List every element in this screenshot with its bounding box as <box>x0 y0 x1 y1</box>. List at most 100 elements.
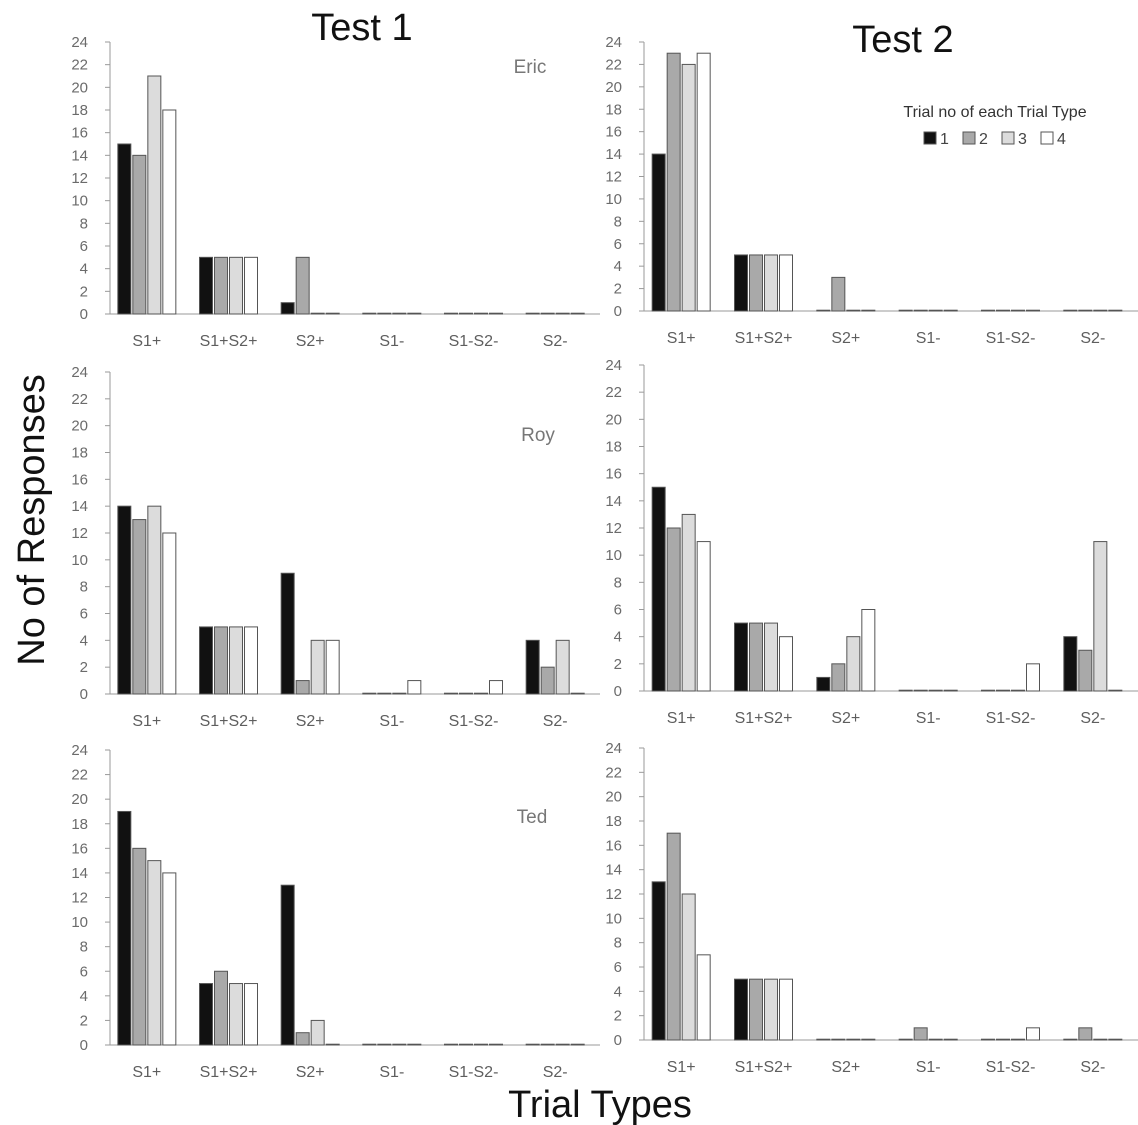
bar-S1+S2+-trial-1 <box>734 254 748 312</box>
bar-S1+-trial-1 <box>651 486 666 692</box>
y-tick-label: 14 <box>605 493 622 510</box>
bar-S2--trial-3 <box>1093 309 1108 312</box>
bar-S1+S2+-trial-3 <box>764 622 778 692</box>
bar-S1+S2+-trial-1 <box>734 978 748 1041</box>
bar-S1--trial-2 <box>913 689 928 692</box>
bar-S2--trial-1 <box>1063 309 1078 312</box>
y-tick-label: 8 <box>614 935 622 952</box>
y-tick-label: 14 <box>71 865 88 882</box>
legend-label-4: 4 <box>1057 131 1066 148</box>
bar-S1+-trial-1 <box>117 505 132 695</box>
bar-S1--trial-4 <box>943 1038 958 1041</box>
bar-S1+-trial-3 <box>147 860 162 1046</box>
bar-S1-S2--trial-3 <box>1011 309 1025 312</box>
bar-S2+-trial-4 <box>861 609 876 692</box>
bar-S2+-trial-2 <box>831 663 846 692</box>
y-tick-label: 6 <box>80 963 88 980</box>
x-tick-label: S1-S2- <box>449 1064 499 1081</box>
y-tick-label: 2 <box>80 283 88 300</box>
bar-S1+S2+-trial-2 <box>214 970 228 1046</box>
y-tick-label: 6 <box>614 602 622 619</box>
bar-S2+-trial-3 <box>846 636 861 692</box>
bar-S1--trial-1 <box>362 312 377 315</box>
y-tick-label: 2 <box>80 659 88 676</box>
bar-S1-S2--trial-1 <box>981 309 995 312</box>
bar-S1--trial-1 <box>898 689 913 692</box>
legend-item-4: 4 <box>1040 131 1066 148</box>
bar-S2--trial-4 <box>570 1043 585 1046</box>
x-tick-label: S2+ <box>831 710 860 727</box>
bar-S1+S2+-trial-4 <box>244 256 258 315</box>
x-tick-label: S1-S2- <box>986 330 1036 347</box>
x-tick-label: S2- <box>543 713 568 730</box>
bar-S1--trial-2 <box>913 1027 928 1041</box>
x-tick-label: S1+ <box>132 333 161 350</box>
y-tick-label: 4 <box>614 983 622 1000</box>
x-tick-label: S2- <box>1080 330 1105 347</box>
y-tick-label: 4 <box>80 632 88 649</box>
y-tick-label: 10 <box>605 910 622 927</box>
y-tick-label: 18 <box>71 816 88 833</box>
y-tick-label: 0 <box>614 1032 622 1049</box>
y-tick-label: 24 <box>71 364 88 381</box>
bar-S1+S2+-trial-3 <box>229 626 243 695</box>
bar-S1--trial-4 <box>407 312 422 315</box>
bar-S1-S2--trial-3 <box>474 312 488 315</box>
x-tick-label: S2- <box>543 1064 568 1081</box>
bar-S1--trial-3 <box>392 692 407 695</box>
bar-S2+-trial-1 <box>816 1038 831 1041</box>
subject-label: Roy <box>521 425 555 446</box>
bar-S1-S2--trial-3 <box>1011 689 1025 692</box>
y-tick-label: 24 <box>71 34 88 51</box>
y-tick-label: 16 <box>605 124 622 141</box>
bar-S1--trial-1 <box>362 692 377 695</box>
bar-S2+-trial-1 <box>816 676 831 692</box>
legend-item-1: 1 <box>923 131 949 148</box>
bar-S1-S2--trial-2 <box>996 309 1010 312</box>
bar-S2+-trial-1 <box>280 302 295 315</box>
bar-S1-S2--trial-1 <box>444 1043 458 1046</box>
legend-swatch-2 <box>962 131 976 145</box>
bar-S1+S2+-trial-4 <box>779 254 793 312</box>
y-tick-label: 10 <box>71 914 88 931</box>
bar-S2--trial-1 <box>525 1043 540 1046</box>
bar-S2+-trial-3 <box>310 639 325 695</box>
bar-S1+-trial-3 <box>681 893 696 1041</box>
y-tick-label: 4 <box>80 988 88 1005</box>
y-tick-label: 2 <box>614 281 622 298</box>
x-tick-label: S1+ <box>132 713 161 730</box>
y-tick-label: 20 <box>605 411 622 428</box>
bar-S1+S2+-trial-3 <box>229 256 243 315</box>
bar-S2--trial-3 <box>555 639 570 695</box>
bar-S2+-trial-2 <box>295 1032 310 1046</box>
bar-S1--trial-3 <box>392 1043 407 1046</box>
y-tick-label: 8 <box>614 213 622 230</box>
bar-S1+S2+-trial-1 <box>734 622 748 692</box>
y-tick-label: 20 <box>71 418 88 435</box>
y-tick-label: 6 <box>614 959 622 976</box>
bar-S2+-trial-2 <box>831 276 846 312</box>
bar-S1--trial-3 <box>928 309 943 312</box>
y-tick-label: 4 <box>614 258 622 275</box>
subject-label: Eric <box>514 57 547 78</box>
bar-S1--trial-4 <box>407 1043 422 1046</box>
y-tick-label: 20 <box>71 79 88 96</box>
bar-S1-S2--trial-4 <box>489 1043 503 1046</box>
x-tick-label: S1+ <box>132 1064 161 1081</box>
y-axis-title: No of Responses <box>11 374 53 666</box>
bar-S2--trial-4 <box>1108 309 1123 312</box>
y-tick-label: 20 <box>605 79 622 96</box>
bar-S1+-trial-2 <box>132 519 147 695</box>
bar-S1+-trial-4 <box>162 532 177 695</box>
bar-S1--trial-1 <box>898 1038 913 1041</box>
y-tick-label: 24 <box>605 740 622 757</box>
legend-title: Trial no of each Trial Type <box>903 104 1086 121</box>
bar-S1+-trial-4 <box>696 52 711 312</box>
y-tick-label: 14 <box>605 146 622 163</box>
bar-S1+-trial-1 <box>651 153 666 312</box>
x-tick-label: S1+ <box>667 330 696 347</box>
